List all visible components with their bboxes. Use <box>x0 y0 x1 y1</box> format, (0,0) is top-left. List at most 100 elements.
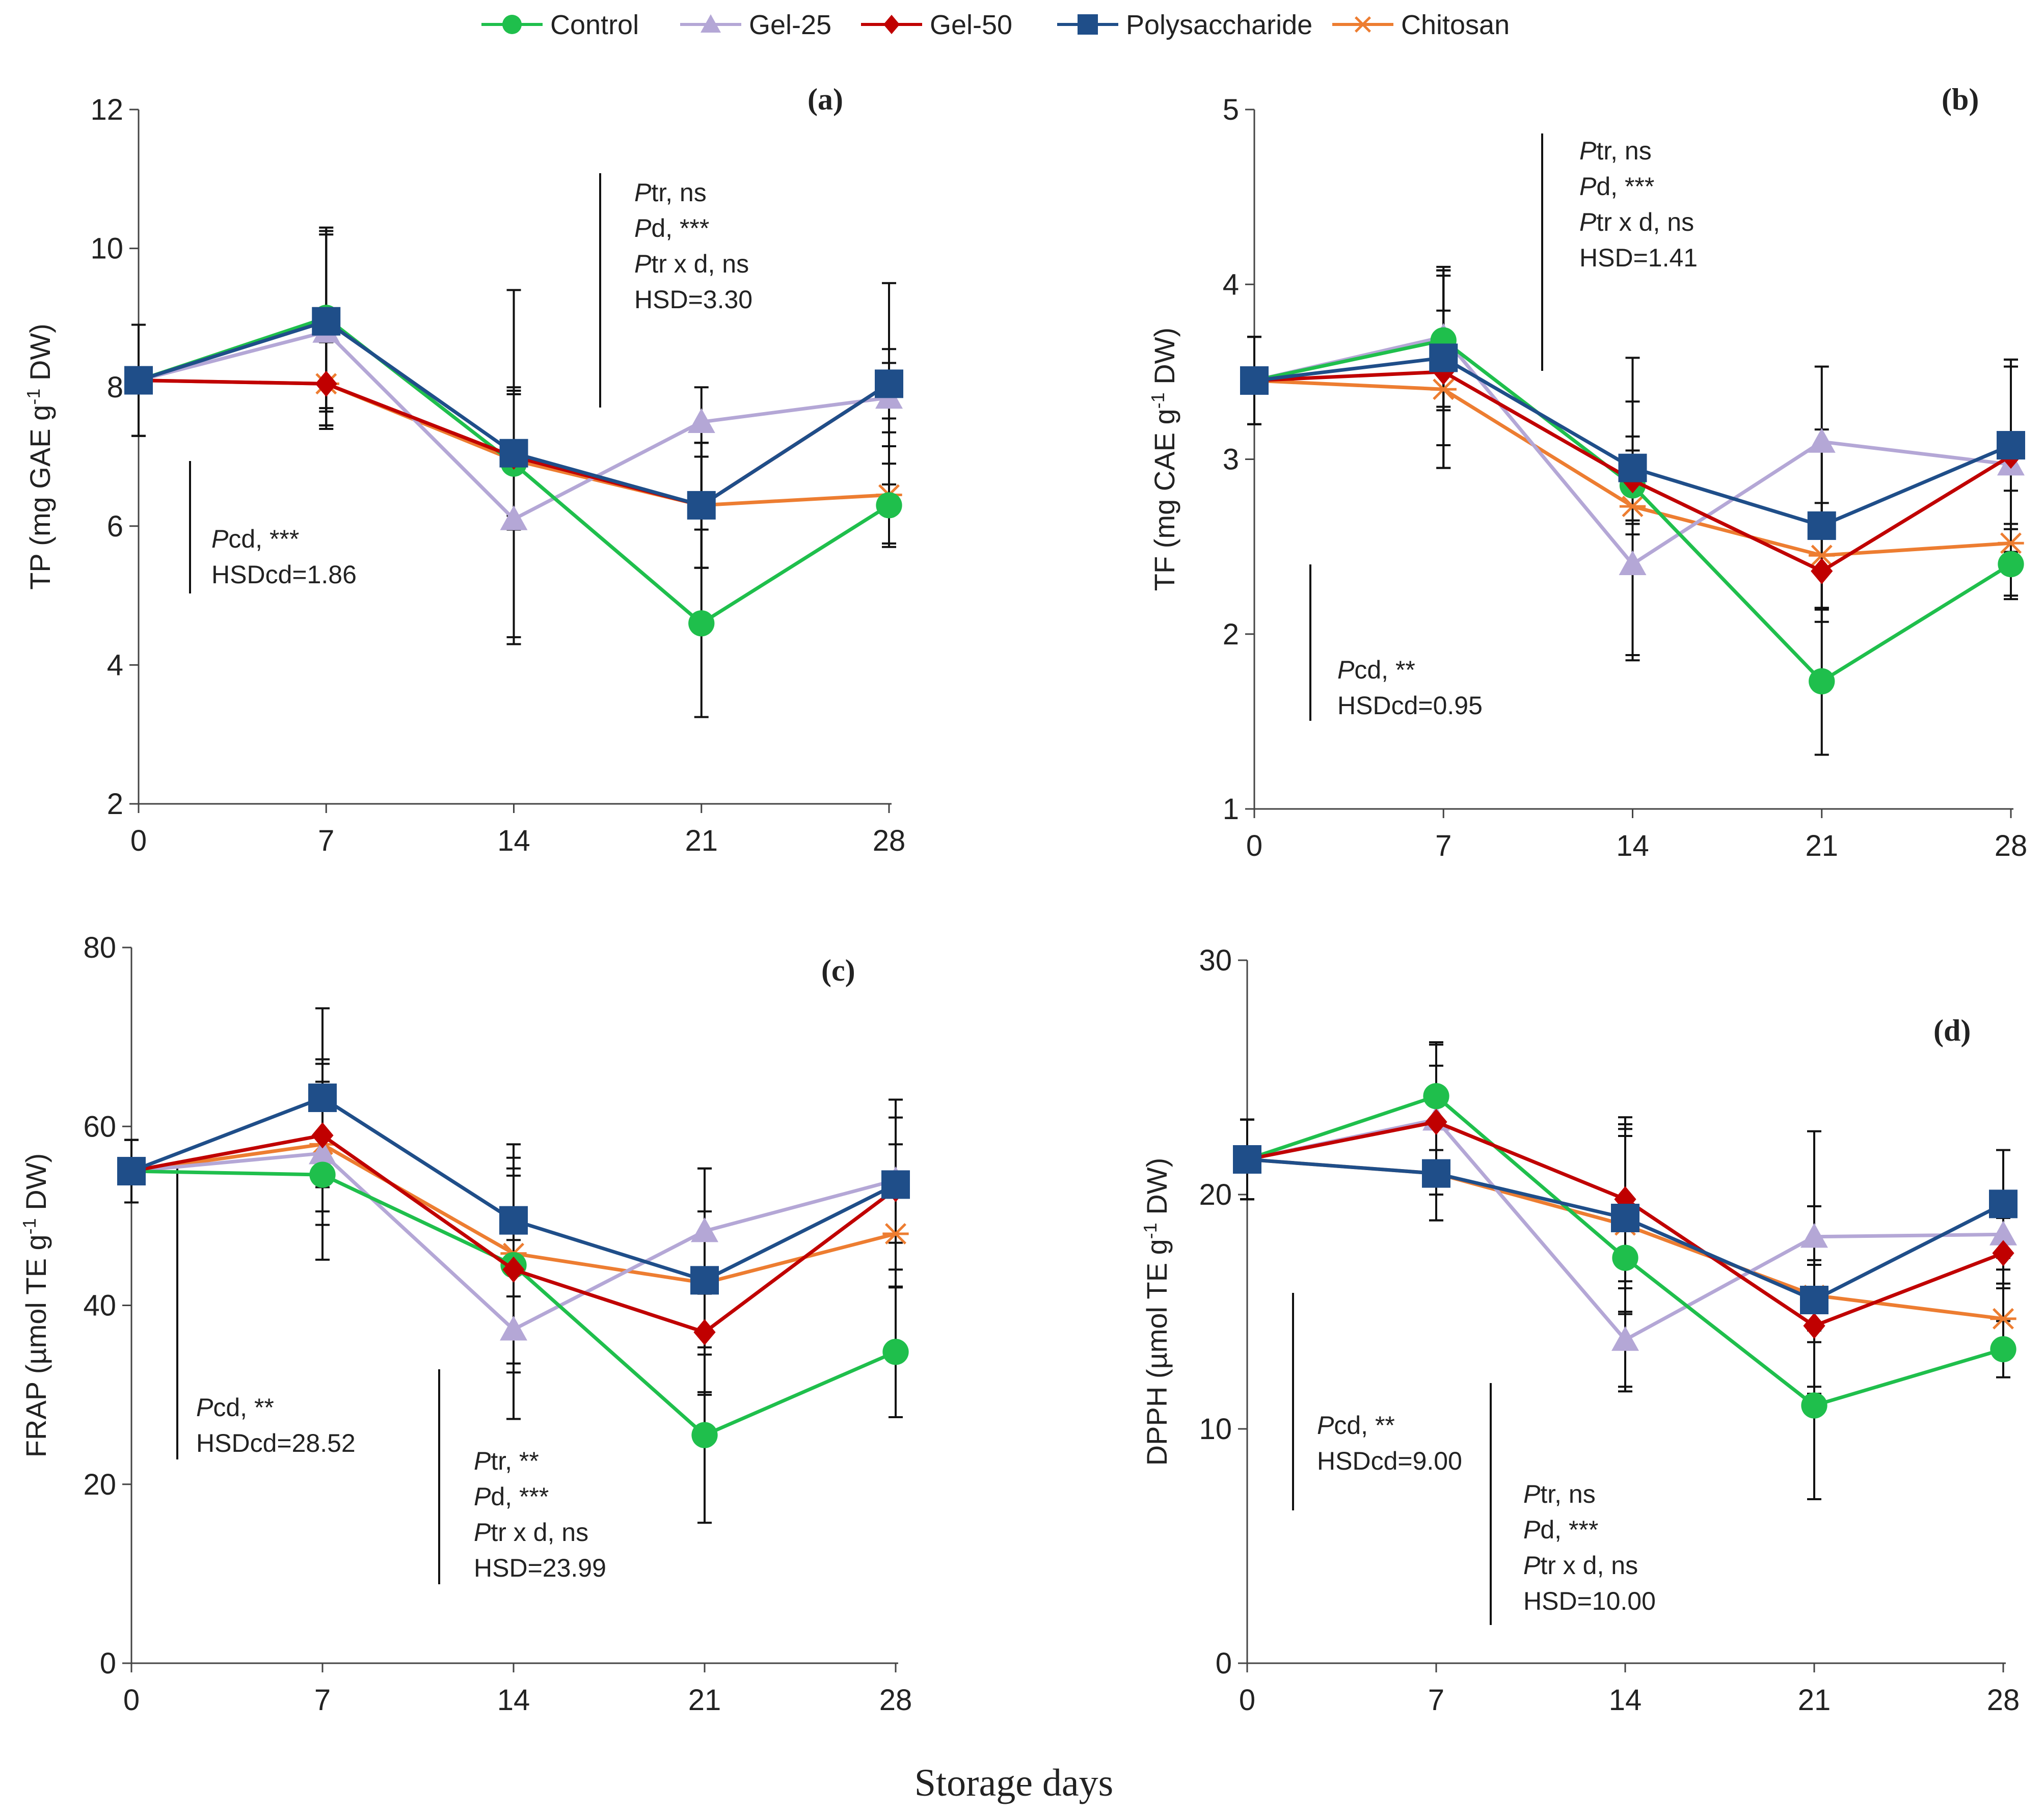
y-tick-label: 20 <box>1199 1178 1232 1211</box>
legend-item-control: Control <box>481 10 639 40</box>
data-point <box>500 505 528 530</box>
data-point <box>1989 1221 2017 1246</box>
legend-item-polysaccharide: Polysaccharide <box>1057 10 1312 40</box>
y-tick-label: 2 <box>107 788 123 821</box>
data-point <box>1800 1223 1828 1248</box>
data-point <box>1233 1145 1261 1174</box>
x-tick-label: 7 <box>1435 829 1451 862</box>
legend-label: Control <box>550 10 639 40</box>
stat-text: HSD=3.30 <box>634 285 752 314</box>
stats-cd: Pcd, ** HSDcd=9.00 <box>1292 1293 1462 1510</box>
data-point <box>1811 558 1833 584</box>
data-point <box>309 1161 336 1188</box>
chart-panel-c: 0 20 40 60 80 0 7 14 21 28 FRAP (µmol TE g-1 DW) (c… <box>19 931 912 1717</box>
panel-label: (b) <box>1942 83 1979 116</box>
data-point <box>875 369 903 398</box>
data-point <box>499 1206 528 1235</box>
stat-text: Pd, *** <box>634 214 709 242</box>
data-point <box>500 1315 527 1341</box>
legend-marker <box>502 15 522 34</box>
legend-marker <box>1078 14 1098 35</box>
y-tick-label: 40 <box>83 1289 116 1322</box>
y-axis-title: TF (mg CAE g-1 DW) <box>1147 328 1180 591</box>
data-point <box>1619 496 1646 518</box>
x-tick-label: 14 <box>497 824 530 857</box>
legend-item-chitosan: Chitosan <box>1332 10 1510 40</box>
stat-text: Pcd, ** <box>196 1393 274 1422</box>
legend-label: Gel-50 <box>930 10 1012 40</box>
stats-cd: Pcd, ** HSDcd=28.52 <box>176 1167 356 1459</box>
y-tick-label: 10 <box>1199 1413 1232 1446</box>
data-point <box>1990 1308 2016 1330</box>
stat-text: HSD=1.41 <box>1579 243 1698 272</box>
x-tick-label: 7 <box>1428 1684 1444 1717</box>
stat-text: HSDcd=1.86 <box>211 560 357 589</box>
data-point <box>882 1339 909 1365</box>
y-axis-title: DPPH (µmol TE g-1 DW) <box>1140 1158 1173 1466</box>
data-point <box>1430 378 1457 400</box>
data-point <box>1800 1286 1828 1314</box>
data-point <box>1808 428 1836 453</box>
data-point <box>309 1139 336 1165</box>
stat-text: HSDcd=9.00 <box>1317 1447 1462 1475</box>
stat-text: Pd, *** <box>1579 172 1654 201</box>
y-tick-label: 1 <box>1223 793 1239 826</box>
stat-text: Ptr x d, ns <box>474 1518 588 1547</box>
x-tick-label: 21 <box>685 824 718 857</box>
y-tick-label: 4 <box>1223 268 1239 301</box>
stats-tr: Ptr, ns Pd, *** Ptr x d, ns HSD=1.41 <box>1541 133 1698 371</box>
x-tick-label: 14 <box>1616 829 1649 862</box>
chart-panel-a: 2 4 6 8 10 12 0 7 14 21 28 TP (mg GAE g-1 DW) (a) Pcd… <box>23 83 905 857</box>
data-point <box>1809 545 1835 566</box>
panel-label: (c) <box>821 954 855 987</box>
data-point <box>1611 1204 1639 1232</box>
y-tick-label: 6 <box>107 510 123 543</box>
legend-item-gel-25: Gel-25 <box>680 10 831 40</box>
x-tick-label: 0 <box>123 1684 140 1717</box>
x-tick-label: 21 <box>688 1684 721 1717</box>
legend-marker <box>1353 16 1373 33</box>
data-point <box>687 408 715 433</box>
x-tick-label: 0 <box>1246 829 1262 862</box>
x-tick-label: 28 <box>879 1684 912 1717</box>
stat-text: Ptr, ns <box>1579 137 1652 165</box>
data-point <box>1803 1312 1825 1339</box>
data-point <box>1423 1083 1449 1109</box>
y-tick-label: 20 <box>83 1468 116 1501</box>
data-point <box>1990 1336 2016 1363</box>
legend-label: Gel-25 <box>749 10 831 40</box>
y-tick-label: 0 <box>1216 1647 1232 1680</box>
stats-tr: Ptr, ** Pd, *** Ptr x d, ns HSD=23.99 <box>438 1369 606 1584</box>
data-point <box>881 1170 910 1199</box>
stats-tr: Ptr, ns Pd, *** Ptr x d, ns HSD=10.00 <box>1490 1383 1656 1625</box>
data-point <box>687 491 716 520</box>
chart-panel-d: 0 10 20 30 0 7 14 21 28 DPPH (µmol TE g-1 DW) (d) P… <box>1140 944 2020 1717</box>
series-polysaccharide <box>117 1084 910 1295</box>
stat-text: Ptr x d, ns <box>1523 1551 1638 1580</box>
stat-text: Pcd, ** <box>1317 1411 1395 1440</box>
data-point <box>690 1266 719 1295</box>
data-point <box>1989 1189 2018 1219</box>
data-point <box>1998 532 2024 554</box>
legend-label: Polysaccharide <box>1126 10 1312 40</box>
data-point <box>1612 1244 1638 1271</box>
series-polysaccharide <box>1240 343 2025 540</box>
stat-text: Ptr, ns <box>1523 1480 1596 1508</box>
legend: Control Gel-25 Gel-50 Polysaccharide Chitosa… <box>481 10 1510 40</box>
stat-text: Ptr x d, ns <box>634 250 749 278</box>
x-axis-title: Storage days <box>915 1762 1113 1804</box>
stat-text: Ptr x d, ns <box>1579 208 1694 236</box>
data-point <box>1809 668 1835 695</box>
data-point <box>311 1122 334 1149</box>
data-point <box>882 1223 909 1245</box>
stat-text: HSD=10.00 <box>1523 1587 1656 1615</box>
x-tick-label: 7 <box>318 824 334 857</box>
data-point <box>312 307 341 336</box>
data-point <box>117 1157 146 1186</box>
data-point <box>1422 1159 1450 1188</box>
stat-text: Pcd, ** <box>1337 656 1415 684</box>
y-tick-label: 4 <box>107 648 123 682</box>
data-point <box>691 1422 718 1448</box>
